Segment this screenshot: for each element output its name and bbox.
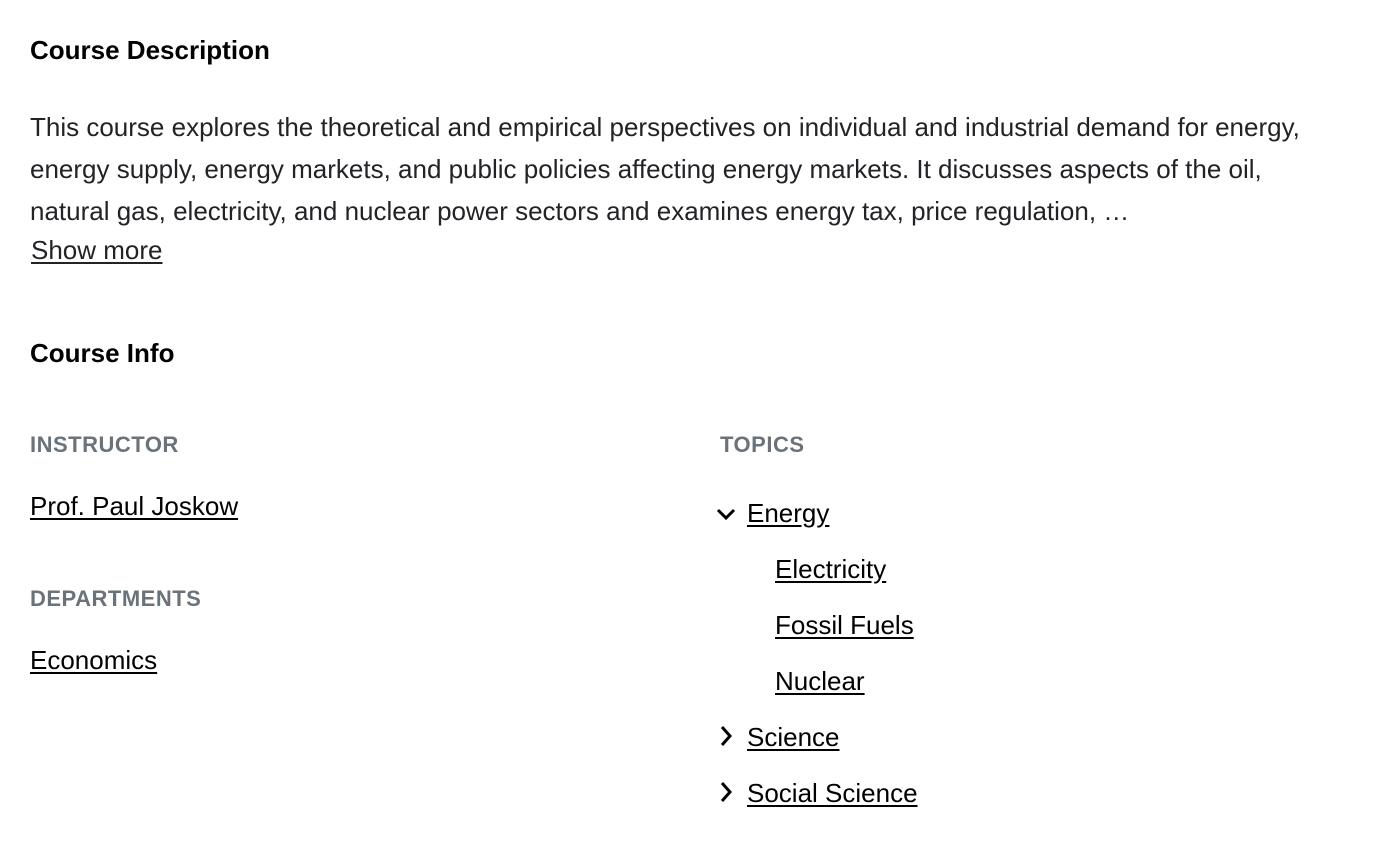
show-more-button[interactable]: Show more <box>31 235 163 265</box>
course-description-text: This course explores the theoretical and… <box>30 106 1340 232</box>
chevron-right-icon[interactable] <box>714 724 738 748</box>
topic-social-science-link[interactable]: Social Science <box>747 778 918 808</box>
subtopic-electricity-link[interactable]: Electricity <box>775 554 887 584</box>
course-description-heading: Course Description <box>30 35 270 65</box>
course-info-heading: Course Info <box>30 338 175 368</box>
topic-energy-link[interactable]: Energy <box>747 498 830 528</box>
subtopic-fossil-fuels-link[interactable]: Fossil Fuels <box>775 610 914 640</box>
course-description-body: This course explores the theoretical and… <box>30 112 1300 226</box>
department-link[interactable]: Economics <box>30 645 158 675</box>
subtopic-nuclear-link[interactable]: Nuclear <box>775 666 865 696</box>
topics-label: TOPICS <box>720 432 805 457</box>
topic-science-link[interactable]: Science <box>747 722 840 752</box>
chevron-right-icon[interactable] <box>714 780 738 804</box>
chevron-down-icon[interactable] <box>714 502 738 526</box>
departments-label: DEPARTMENTS <box>30 586 202 611</box>
instructor-link[interactable]: Prof. Paul Joskow <box>30 491 239 521</box>
instructor-label: INSTRUCTOR <box>30 432 179 457</box>
